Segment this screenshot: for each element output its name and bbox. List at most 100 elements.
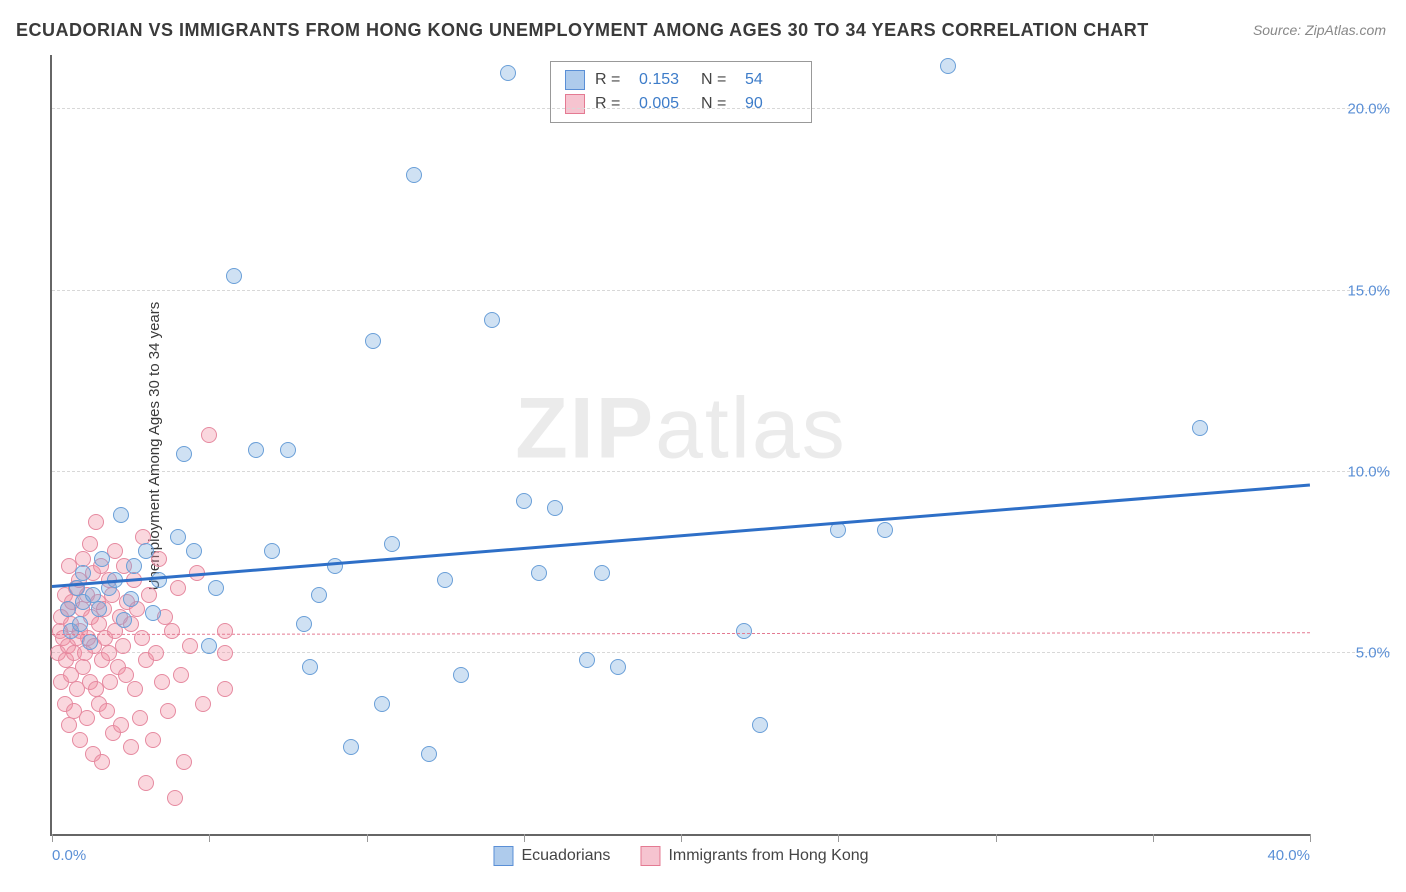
legend-item-1: Ecuadorians [493,846,610,866]
watermark: ZIPatlas [515,379,846,478]
legend-series: Ecuadorians Immigrants from Hong Kong [493,846,868,866]
data-point [151,572,167,588]
gridline [52,652,1390,653]
data-point [170,580,186,596]
chart-container: ECUADORIAN VS IMMIGRANTS FROM HONG KONG … [0,0,1406,892]
data-point [82,536,98,552]
watermark-bold: ZIP [515,380,655,476]
data-point [170,529,186,545]
data-point [302,659,318,675]
legend-row-series-1: R = 0.153 N = 54 [565,68,797,92]
watermark-rest: atlas [655,380,847,476]
data-point [82,634,98,650]
data-point [118,667,134,683]
legend-swatch-series-2 [565,94,585,114]
legend-n-value-1: 54 [745,71,797,89]
data-point [123,739,139,755]
data-point [88,514,104,530]
data-point [75,565,91,581]
y-tick-label: 5.0% [1320,644,1390,661]
data-point [217,645,233,661]
data-point [453,667,469,683]
data-point [160,703,176,719]
x-tick [1310,834,1311,842]
data-point [365,333,381,349]
trend-line [52,483,1310,587]
data-point [296,616,312,632]
data-point [72,616,88,632]
data-point [94,754,110,770]
data-point [141,587,157,603]
data-point [148,645,164,661]
chart-title: ECUADORIAN VS IMMIGRANTS FROM HONG KONG … [16,20,1149,41]
data-point [127,681,143,697]
x-tick [524,834,525,842]
data-point [164,623,180,639]
x-tick-label: 0.0% [52,847,86,864]
x-tick-label: 40.0% [1267,847,1310,864]
data-point [343,739,359,755]
data-point [384,536,400,552]
trend-line [52,632,1310,635]
data-point [500,65,516,81]
data-point [132,710,148,726]
x-tick [367,834,368,842]
data-point [406,167,422,183]
data-point [123,591,139,607]
data-point [94,551,110,567]
data-point [201,638,217,654]
data-point [173,667,189,683]
legend-n-label: N = [701,95,735,113]
data-point [610,659,626,675]
data-point [327,558,343,574]
gridline [52,471,1390,472]
data-point [217,623,233,639]
x-tick [838,834,839,842]
data-point [437,572,453,588]
legend-swatch-series-1 [565,70,585,90]
data-point [99,703,115,719]
data-point [248,442,264,458]
y-tick-label: 20.0% [1320,101,1390,118]
data-point [79,710,95,726]
data-point [226,268,242,284]
data-point [72,732,88,748]
data-point [531,565,547,581]
legend-swatch-1 [493,846,513,866]
data-point [594,565,610,581]
data-point [145,605,161,621]
legend-row-series-2: R = 0.005 N = 90 [565,92,797,116]
data-point [135,529,151,545]
data-point [102,674,118,690]
legend-r-label: R = [595,95,629,113]
data-point [195,696,211,712]
data-point [167,790,183,806]
x-tick [996,834,997,842]
data-point [116,612,132,628]
plot-area: ZIPatlas R = 0.153 N = 54 R = 0.005 N = … [50,55,1310,836]
data-point [280,442,296,458]
data-point [126,558,142,574]
data-point [61,717,77,733]
data-point [736,623,752,639]
legend-label-2: Immigrants from Hong Kong [668,847,868,865]
legend-correlation: R = 0.153 N = 54 R = 0.005 N = 90 [550,61,812,123]
data-point [516,493,532,509]
legend-swatch-2 [640,846,660,866]
x-tick [681,834,682,842]
legend-n-value-2: 90 [745,95,797,113]
x-tick [1153,834,1154,842]
data-point [115,638,131,654]
data-point [579,652,595,668]
legend-n-label: N = [701,71,735,89]
data-point [182,638,198,654]
data-point [484,312,500,328]
data-point [547,500,563,516]
gridline [52,108,1390,109]
data-point [940,58,956,74]
legend-r-value-1: 0.153 [639,71,691,89]
data-point [176,446,192,462]
data-point [877,522,893,538]
data-point [154,674,170,690]
data-point [138,543,154,559]
